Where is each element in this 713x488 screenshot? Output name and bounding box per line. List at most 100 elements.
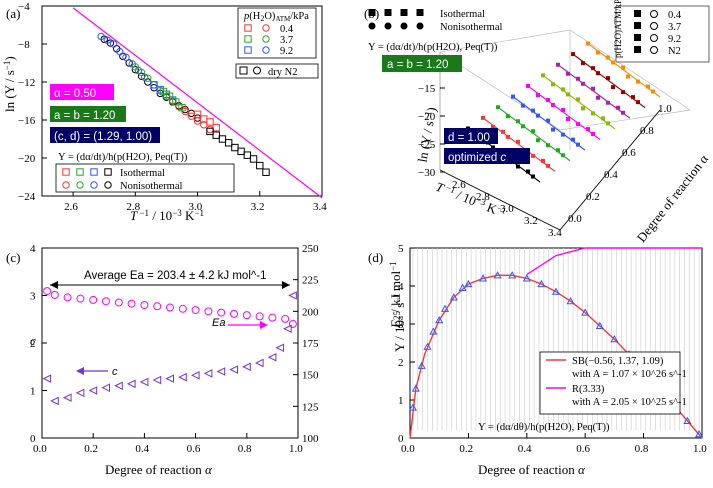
- panel-b-data-point: [516, 139, 520, 144]
- panel-b-data-point: [481, 115, 485, 120]
- panel-c-average-arrowhead-left: [50, 281, 58, 289]
- panel-a-legend-circle-marker: [262, 46, 270, 54]
- panel-b-legend-square-marker: [634, 46, 641, 53]
- panel-a-legend-value: 3.7: [280, 35, 293, 46]
- panel-b-slice-fit-line: [559, 65, 631, 119]
- panel-c-data-point: [204, 307, 213, 316]
- panel-b-data-point: [551, 103, 555, 107]
- panel-d-fit-line: [526, 247, 702, 276]
- panel-d-legend-name: R(3.33): [572, 384, 605, 395]
- panel-a-ytick-label: −20: [18, 153, 36, 165]
- panel-a-iso-label: Isothermal: [120, 168, 165, 179]
- panel-b-data-point: [611, 60, 615, 65]
- panel-a-data-point: [144, 74, 152, 82]
- panel-a-noniso-label: Nonisothermal: [120, 181, 182, 192]
- panel-b-data-point: [531, 108, 535, 113]
- panel-d-legend-box: [539, 351, 681, 415]
- panel-b-data-point: [516, 164, 520, 169]
- panel-c-ytick-right-label: 150: [302, 370, 319, 382]
- panel-a-iso-markers: [62, 168, 112, 189]
- panel-a-noniso-circle-marker: [62, 181, 70, 189]
- panel-b-legend-circle-marker: [650, 22, 658, 30]
- panel-c-data-point: [101, 383, 110, 392]
- panel-d-label: (d): [368, 250, 383, 265]
- panel-b-legend-circle-marker: [650, 46, 658, 54]
- panel-a-data-point: [159, 87, 168, 96]
- panel-d-data-point: [408, 403, 417, 411]
- panel-c-ytick-right-label: 125: [302, 401, 319, 413]
- panel-a-ab-text: a = b = 1.20: [54, 110, 115, 122]
- panel-b-back-plane: [439, 29, 691, 131]
- panel-a-ytick-label: −4: [18, 1, 30, 13]
- panel-b-data-point: [581, 106, 585, 111]
- panel-b-data-point: [591, 111, 595, 116]
- panel-d-xtick-label: 0.0: [401, 443, 415, 455]
- panel-b-data-point: [596, 50, 600, 55]
- panel-a-xtick-label: 2.6: [64, 201, 78, 213]
- panel-b-data-point: [501, 129, 505, 134]
- panel-c-data-point: [281, 314, 290, 323]
- panel-b-data-point: [606, 76, 610, 81]
- panel-c-xtick-label: 0.4: [135, 443, 149, 455]
- panel-a-iso-square-marker: [76, 168, 84, 176]
- panel-b-noniso-circle-marker: [416, 22, 424, 30]
- panel-a-ytick-label: −24: [18, 191, 36, 203]
- panel-a-dry-label: dry N2: [268, 67, 297, 78]
- panel-b-d-box: [444, 128, 498, 144]
- panel-c-data-point: [275, 343, 285, 353]
- panel-a-data-point: [178, 103, 186, 112]
- panel-d-data-point: [464, 279, 473, 288]
- panel-b-data-point: [591, 86, 595, 91]
- panel-b-data-point: [606, 55, 610, 60]
- panel-c-data-point: [140, 301, 149, 309]
- panel-c-data-point: [43, 287, 52, 296]
- panel-b-ztick-label: 0.4: [604, 169, 618, 181]
- panel-a-legend-square-marker: [244, 46, 252, 54]
- panel-c-ticks: 0.0 0.2 0.4 0.6 0.8 1.0 0 1 2 3 4 100 125 150 175 200 22…: [30, 243, 319, 455]
- panel-b-data-point: [616, 105, 620, 110]
- panel-b-d-text: d = 1.00: [448, 132, 490, 144]
- panel-b-data-point: [596, 71, 600, 76]
- panel-d-xtick-label: 0.6: [576, 443, 590, 455]
- panel-a-iso-square-marker: [104, 168, 112, 176]
- panel-a-ytick-label: −8: [18, 39, 30, 51]
- panel-b-data-point: [571, 52, 575, 57]
- panel-b-legend-rows: 0.43.79.2N2: [634, 10, 682, 57]
- panel-b-data-point: [606, 100, 610, 105]
- panel-b-legend-circle-marker: [650, 34, 658, 42]
- panel-a-legend-value: 9.2: [280, 46, 293, 57]
- panel-b-iso-square-marker: [384, 9, 392, 16]
- panel-a-ticks: 2.6 2.8 3.0 3.2 3.4 −4 −8 −12 −16 −20 −24: [18, 1, 327, 213]
- panel-d-ticks: 0.0 0.2 0.4 0.6 0.8 1.0 0 1 2 3 4 5: [398, 243, 707, 455]
- panel-d-data-point: [417, 361, 426, 369]
- panel-a-ylabel: ln (Y / s−1): [2, 56, 17, 112]
- panel-c-ytick-right-label: 225: [302, 275, 319, 287]
- panel-b-data-point: [571, 137, 575, 142]
- panel-b-ticks: −10−15−20−25−302.62.83.03.23.40.00.20.40…: [418, 55, 672, 239]
- panel-a-iso-legend-box: [55, 163, 235, 193]
- panel-b-data-point: [561, 108, 565, 112]
- panel-b-xtick-label: 3.4: [548, 227, 562, 239]
- panel-b-slice-fit-line: [574, 55, 646, 109]
- panel-b-legend-value: 3.7: [668, 22, 681, 33]
- panel-c-ylabel-left: c: [30, 333, 36, 348]
- panel-b-data-point: [491, 124, 495, 129]
- panel-b-data-point: [511, 94, 515, 99]
- panel-d-data-point: [683, 416, 692, 424]
- panel-a-formula: Y = (dα/dt)/h(p(H2O), Peq(T)): [58, 152, 188, 163]
- panel-c-data-point: [242, 311, 251, 320]
- panel-d-data-point: [411, 384, 420, 392]
- panel-c-data-point: [242, 362, 251, 372]
- panel-a-cd-box: [50, 127, 160, 143]
- panel-b-data-point: [631, 95, 635, 100]
- panel-a-data-point: [109, 40, 118, 48]
- panel-c-label: (c): [6, 250, 20, 265]
- panel-c-data-point: [126, 379, 136, 389]
- panel-c-ytick-left-label: 4: [30, 243, 36, 255]
- panel-b-data-point: [646, 84, 650, 89]
- panel-b-data-point: [506, 114, 510, 119]
- panel-a-xtick-label: 3.2: [251, 201, 265, 213]
- panel-a-data-point: [218, 135, 227, 143]
- panel-d-data-point: [695, 429, 704, 438]
- panel-c-data-point: [216, 367, 226, 376]
